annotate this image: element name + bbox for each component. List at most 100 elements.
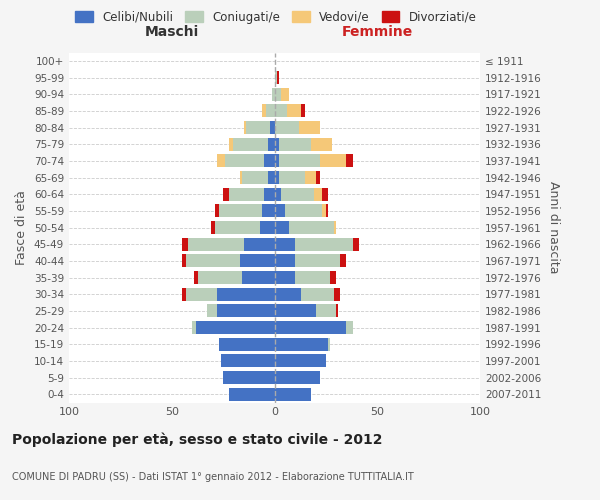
Bar [346, 154, 353, 168]
Bar [186, 254, 239, 268]
Bar [295, 271, 330, 284]
Bar [196, 321, 275, 334]
Bar [316, 171, 320, 184]
Bar [262, 204, 275, 218]
Bar [275, 138, 278, 150]
Bar [353, 238, 359, 250]
Bar [289, 221, 334, 234]
Bar [285, 204, 322, 218]
Bar [239, 171, 242, 184]
Bar [182, 254, 186, 268]
Bar [311, 138, 332, 150]
Bar [266, 104, 275, 118]
Bar [272, 88, 275, 101]
Bar [244, 121, 246, 134]
Bar [225, 154, 264, 168]
Bar [264, 154, 275, 168]
Bar [275, 371, 320, 384]
Bar [277, 71, 278, 84]
Bar [242, 271, 275, 284]
Bar [268, 138, 275, 150]
Bar [275, 271, 295, 284]
Bar [186, 288, 217, 300]
Bar [275, 71, 277, 84]
Bar [287, 104, 301, 118]
Bar [271, 121, 275, 134]
Bar [233, 138, 268, 150]
Bar [301, 104, 305, 118]
Bar [275, 204, 285, 218]
Bar [322, 204, 326, 218]
Legend: Celibi/Nubili, Coniugati/e, Vedovi/e, Divorziati/e: Celibi/Nubili, Coniugati/e, Vedovi/e, Di… [71, 6, 481, 28]
Bar [334, 288, 340, 300]
Bar [281, 88, 289, 101]
Bar [275, 171, 278, 184]
Bar [215, 221, 260, 234]
Bar [278, 138, 311, 150]
Bar [275, 304, 316, 318]
Bar [328, 338, 330, 350]
Bar [275, 88, 281, 101]
Bar [275, 288, 301, 300]
Bar [199, 271, 242, 284]
Bar [299, 121, 320, 134]
Bar [275, 154, 278, 168]
Bar [281, 188, 314, 200]
Bar [301, 288, 334, 300]
Bar [229, 188, 264, 200]
Bar [242, 171, 268, 184]
Bar [262, 104, 266, 118]
Bar [334, 221, 336, 234]
Bar [330, 271, 336, 284]
Bar [268, 171, 275, 184]
Bar [217, 304, 275, 318]
Bar [192, 321, 196, 334]
Bar [182, 288, 186, 300]
Y-axis label: Fasce di età: Fasce di età [16, 190, 28, 265]
Bar [340, 254, 346, 268]
Bar [346, 321, 353, 334]
Text: Popolazione per età, sesso e stato civile - 2012: Popolazione per età, sesso e stato civil… [12, 432, 383, 447]
Bar [275, 321, 346, 334]
Text: COMUNE DI PADRU (SS) - Dati ISTAT 1° gennaio 2012 - Elaborazione TUTTITALIA.IT: COMUNE DI PADRU (SS) - Dati ISTAT 1° gen… [12, 472, 414, 482]
Bar [275, 338, 328, 350]
Bar [244, 238, 275, 250]
Bar [194, 271, 199, 284]
Bar [322, 188, 328, 200]
Bar [246, 121, 271, 134]
Bar [275, 238, 295, 250]
Bar [223, 188, 229, 200]
Bar [239, 254, 275, 268]
Bar [206, 304, 217, 318]
Bar [219, 204, 262, 218]
Bar [264, 188, 275, 200]
Bar [215, 204, 219, 218]
Bar [305, 171, 316, 184]
Bar [275, 121, 299, 134]
Bar [275, 104, 287, 118]
Bar [336, 304, 338, 318]
Bar [275, 388, 311, 400]
Bar [182, 238, 188, 250]
Bar [221, 354, 275, 368]
Text: Maschi: Maschi [145, 25, 199, 39]
Bar [326, 204, 328, 218]
Bar [275, 221, 289, 234]
Bar [314, 188, 322, 200]
Bar [278, 154, 320, 168]
Bar [295, 238, 353, 250]
Bar [275, 188, 281, 200]
Y-axis label: Anni di nascita: Anni di nascita [547, 181, 560, 274]
Bar [219, 338, 275, 350]
Bar [275, 354, 326, 368]
Text: Femmine: Femmine [341, 25, 413, 39]
Bar [229, 138, 233, 150]
Bar [229, 388, 275, 400]
Bar [217, 288, 275, 300]
Bar [211, 221, 215, 234]
Bar [320, 154, 346, 168]
Bar [217, 154, 225, 168]
Bar [260, 221, 275, 234]
Bar [295, 254, 340, 268]
Bar [188, 238, 244, 250]
